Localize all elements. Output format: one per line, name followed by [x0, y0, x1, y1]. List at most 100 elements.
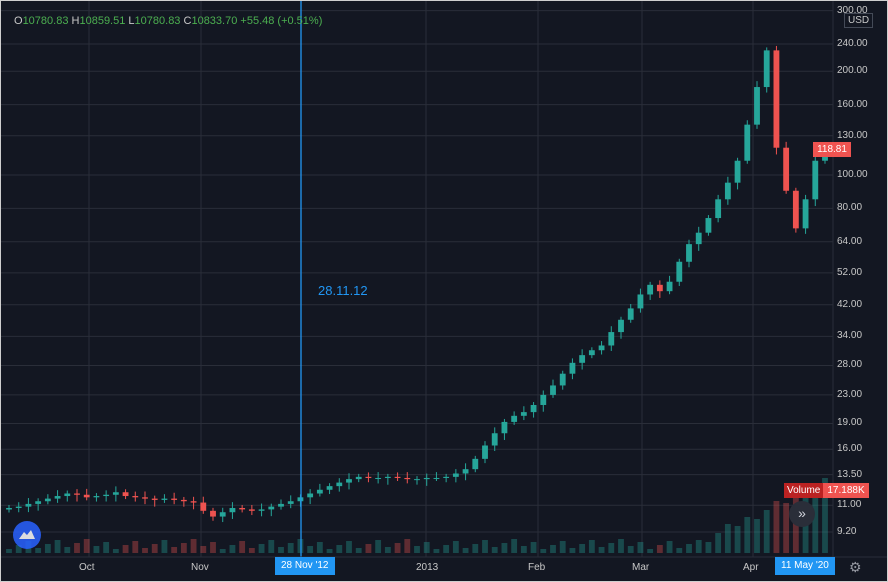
candle-body — [83, 494, 90, 498]
candle-body — [268, 506, 275, 510]
candle-body — [54, 496, 61, 499]
candle-body — [569, 362, 576, 374]
volume-bar — [93, 546, 100, 553]
change-value: +55.48 — [240, 15, 275, 27]
y-tick-label: 80.00 — [837, 202, 863, 214]
candle-body — [501, 421, 508, 434]
candle-body — [452, 473, 459, 477]
x-tick-label: 2013 — [416, 562, 439, 573]
volume-bar — [278, 547, 284, 553]
candle-body — [384, 476, 391, 478]
y-tick-label: 52.00 — [837, 266, 863, 278]
gear-icon[interactable]: ⚙ — [849, 559, 862, 575]
high-value: 10859.51 — [79, 15, 126, 27]
y-tick-label: 16.00 — [837, 443, 863, 455]
y-tick-label: 42.00 — [837, 298, 863, 310]
volume-bar — [550, 545, 556, 553]
y-tick-label: 200.00 — [837, 65, 868, 77]
volume-bar — [666, 541, 673, 553]
candle-body — [462, 469, 469, 474]
last-price-tag: 118.81 — [813, 142, 851, 157]
volume-bar — [112, 549, 119, 553]
volume-bar — [705, 542, 712, 553]
candle-body — [744, 124, 751, 161]
candle-body — [112, 492, 119, 495]
volume-label: Volume — [784, 483, 824, 498]
close-value: 10833.70 — [191, 15, 238, 27]
end-date-tag: 11 May '20 — [775, 557, 835, 575]
candle-body — [25, 503, 32, 507]
x-tick-label: Oct — [79, 562, 95, 573]
volume-bar — [404, 539, 411, 553]
volume-bar — [239, 541, 246, 553]
candle-body — [618, 319, 624, 333]
volume-bar — [161, 540, 168, 553]
x-tick-label: Mar — [632, 562, 650, 573]
tradingview-cloud-icon[interactable] — [13, 521, 41, 549]
volume-bar — [452, 541, 459, 553]
volume-bar — [346, 541, 352, 553]
candle-body — [656, 284, 663, 292]
candle-body — [161, 498, 168, 500]
volume-bar — [414, 546, 420, 553]
volume-bar — [326, 549, 333, 553]
candle-body — [336, 482, 343, 487]
volume-bar — [540, 549, 547, 553]
double-chevron-right-icon[interactable]: » — [789, 501, 815, 527]
candle-body — [103, 494, 110, 497]
volume-bar — [773, 501, 780, 553]
crosshair-date-tag: 28 Nov '12 — [275, 557, 335, 575]
volume-bar — [375, 540, 382, 553]
currency-badge[interactable]: USD — [844, 13, 874, 28]
candle-body — [210, 510, 216, 517]
candle-body — [307, 493, 314, 498]
candle-body — [258, 509, 265, 511]
x-tick-label: Apr — [743, 562, 759, 573]
close-label: C — [183, 15, 192, 27]
candle-body — [142, 497, 148, 499]
volume-bar — [656, 545, 663, 553]
volume-bar — [384, 547, 391, 553]
volume-bar — [132, 541, 139, 553]
volume-bar — [248, 548, 255, 553]
candle-body — [511, 415, 518, 422]
candle-body — [171, 498, 178, 500]
candle-body — [278, 503, 284, 507]
candle-body — [472, 458, 479, 470]
volume-bar — [637, 542, 644, 553]
volume-value: 17.188K — [827, 485, 865, 496]
volume-bar — [530, 542, 537, 553]
volume-bar — [734, 526, 741, 553]
volume-bar — [200, 546, 207, 553]
low-value: 10780.83 — [134, 15, 181, 27]
volume-bar — [686, 544, 692, 553]
candle-body — [190, 501, 197, 503]
candle-body — [239, 508, 246, 510]
volume-bar — [627, 546, 634, 553]
change-percent: (+0.51%) — [277, 15, 323, 27]
volume-bar — [822, 478, 828, 553]
y-tick-label: 300.00 — [837, 4, 868, 16]
candle-body — [530, 404, 537, 413]
volume-bar — [151, 544, 158, 553]
candle-body — [695, 232, 702, 245]
volume-bar — [423, 542, 430, 553]
volume-bar — [15, 545, 22, 553]
candle-body — [365, 476, 372, 478]
volume-bar — [618, 539, 624, 553]
candle-body — [812, 160, 819, 200]
y-tick-label: 13.50 — [837, 468, 863, 480]
volume-bar — [142, 548, 148, 553]
volume-bar — [579, 544, 586, 553]
volume-bar — [511, 539, 518, 553]
candle-body — [316, 489, 323, 494]
volume-bar — [520, 546, 527, 553]
volume-bar — [122, 545, 129, 553]
volume-bar — [365, 544, 372, 553]
volume-bar — [598, 547, 605, 553]
volume-bar — [219, 549, 226, 553]
candle-body — [550, 385, 556, 395]
volume-bar — [783, 503, 790, 553]
candle-body — [200, 502, 207, 511]
